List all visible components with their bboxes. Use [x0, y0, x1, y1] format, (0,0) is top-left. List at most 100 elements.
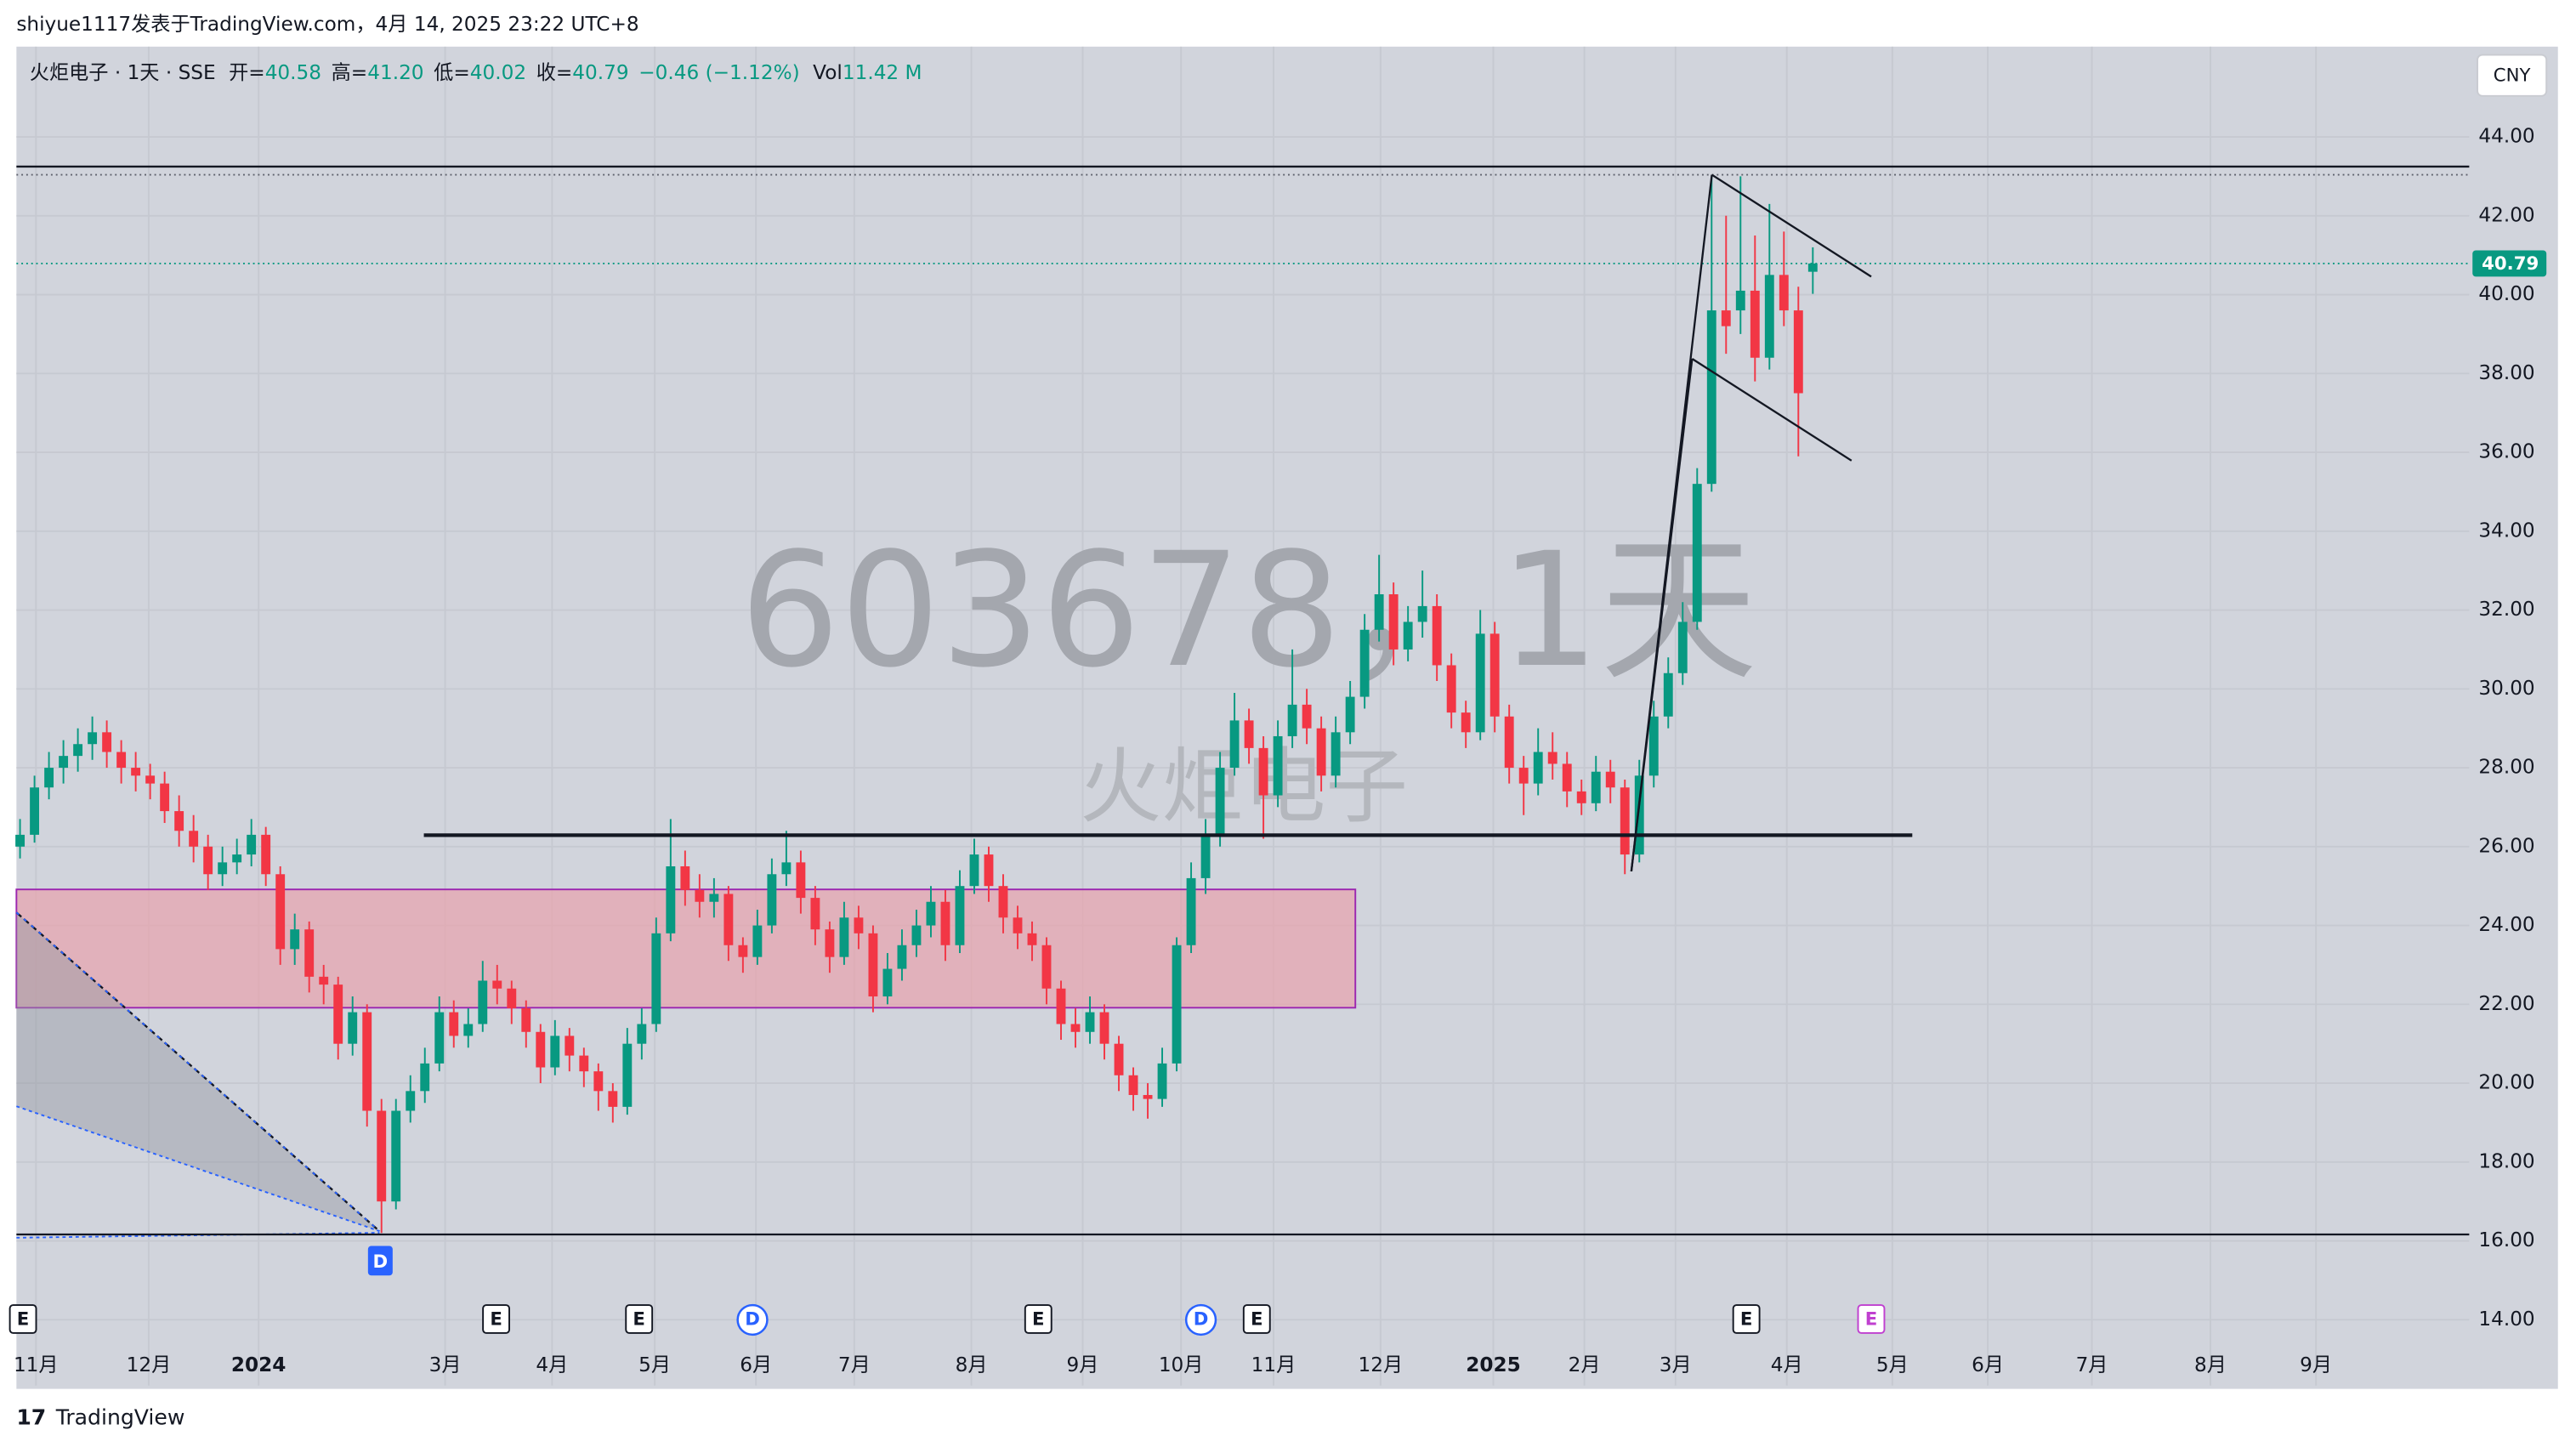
dividend-marker[interactable]	[367, 1246, 393, 1276]
candle-body	[1605, 771, 1615, 788]
candle-body	[1215, 768, 1225, 835]
flag-lower[interactable]	[1691, 358, 1853, 462]
candle-body	[882, 968, 893, 997]
earnings-marker[interactable]	[482, 1304, 511, 1334]
dividend-marker[interactable]	[736, 1303, 769, 1336]
candle-body	[1070, 1024, 1081, 1032]
currency-button[interactable]	[2477, 54, 2548, 97]
earnings-marker[interactable]	[1024, 1304, 1053, 1334]
candle-body	[680, 865, 690, 890]
open-label: 开=	[229, 60, 265, 83]
earnings-marker[interactable]	[1857, 1304, 1886, 1334]
earnings-marker[interactable]	[1242, 1304, 1271, 1334]
candle-body	[1591, 771, 1601, 803]
candle-body	[781, 862, 792, 875]
event-label[interactable]: E	[1865, 1308, 1878, 1330]
flag-upper[interactable]	[1711, 173, 1872, 278]
candle-body	[275, 874, 286, 950]
earnings-marker[interactable]	[1732, 1304, 1761, 1334]
candle-body	[1345, 696, 1355, 733]
price-tag: 40.79	[2472, 250, 2547, 277]
candle-body	[1056, 988, 1066, 1024]
low-value: 40.02	[470, 60, 526, 83]
candle-body	[232, 854, 242, 863]
candle-body	[521, 1007, 531, 1032]
candle-body	[1634, 775, 1644, 855]
candle-body	[998, 886, 1008, 918]
candle-body	[651, 933, 661, 1024]
event-label[interactable]: E	[1032, 1308, 1045, 1330]
candle-body	[1200, 834, 1211, 878]
watermark-name: 火炬电子	[1080, 739, 1408, 835]
x-tick-label: 8月	[2194, 1353, 2227, 1376]
legend-header: 火炬电子 · 1天 · SSE 开=40.58 高=41.20 低=40.02 收=40…	[30, 60, 922, 83]
currency[interactable]: CNY	[2494, 65, 2532, 87]
candle-body	[362, 1012, 372, 1111]
candle-body	[1793, 310, 1803, 394]
open-value: 40.58	[265, 60, 321, 83]
candle-body	[1663, 672, 1673, 717]
vol-label: Vol	[813, 60, 843, 83]
event-label[interactable]: E	[490, 1308, 502, 1330]
candle-body	[1432, 605, 1442, 666]
event-label[interactable]: D	[1194, 1308, 1209, 1330]
candle-body	[1677, 621, 1688, 673]
candle-body	[434, 1012, 445, 1064]
candle-body	[796, 862, 806, 899]
candle-body	[391, 1110, 401, 1202]
x-tick-label: 7月	[838, 1353, 871, 1376]
event-label[interactable]: E	[17, 1308, 30, 1330]
close-label: 收=	[536, 60, 573, 83]
events: D E E E D E D E E E	[9, 1246, 1886, 1336]
logo-mark: 17	[16, 1404, 46, 1429]
range-box[interactable]	[15, 888, 1357, 1009]
candle-body	[969, 854, 979, 887]
x-tick-label: 6月	[1972, 1353, 2004, 1376]
y-tick-label: 18.00	[2478, 1149, 2534, 1172]
chart-panel	[16, 46, 2558, 1389]
candle-body	[854, 917, 864, 933]
event-label[interactable]: E	[1251, 1308, 1263, 1330]
flag-pole[interactable]	[1630, 358, 1694, 872]
x-tick-label: 2025	[1466, 1353, 1521, 1376]
dividend-marker[interactable]	[1184, 1303, 1217, 1336]
event-label[interactable]: E	[1740, 1308, 1753, 1330]
x-tick-label: 5月	[638, 1353, 671, 1376]
candle-body	[1128, 1075, 1138, 1095]
candle-body	[1229, 720, 1240, 769]
candle-body	[420, 1063, 430, 1092]
candle-body	[1244, 720, 1254, 748]
candle-body	[695, 889, 705, 902]
earnings-marker[interactable]	[625, 1304, 654, 1334]
candle-body	[333, 985, 343, 1044]
candle-body	[1013, 917, 1023, 933]
candle-body	[810, 898, 820, 930]
x-tick-label: 9月	[1067, 1353, 1099, 1376]
y-tick-label: 14.00	[2478, 1308, 2534, 1331]
candle-body	[348, 1012, 358, 1044]
candle-body	[1359, 629, 1370, 697]
candle-body	[984, 854, 994, 887]
candle-body	[955, 886, 965, 945]
candle-body	[1692, 484, 1702, 622]
y-tick-label: 22.00	[2478, 992, 2534, 1015]
candle-body	[1316, 728, 1326, 776]
candle-body	[1504, 716, 1514, 769]
event-label[interactable]: D	[745, 1308, 760, 1330]
candle-body	[73, 744, 83, 757]
fan-line[interactable]	[16, 1105, 380, 1233]
candle-body	[622, 1043, 633, 1107]
candle-body	[565, 1036, 575, 1056]
candle-body	[1779, 275, 1789, 311]
candle-body	[377, 1110, 387, 1202]
candle-body	[218, 862, 228, 875]
x-tick-label: 11月	[14, 1353, 59, 1376]
candle-body	[911, 925, 922, 945]
event-label[interactable]: D	[373, 1251, 389, 1273]
fan-line[interactable]	[15, 911, 381, 1232]
event-label[interactable]: E	[633, 1308, 645, 1330]
earnings-marker[interactable]	[9, 1304, 37, 1334]
change: −0.46 (−1.12%)	[638, 60, 799, 83]
candle-body	[160, 783, 170, 812]
